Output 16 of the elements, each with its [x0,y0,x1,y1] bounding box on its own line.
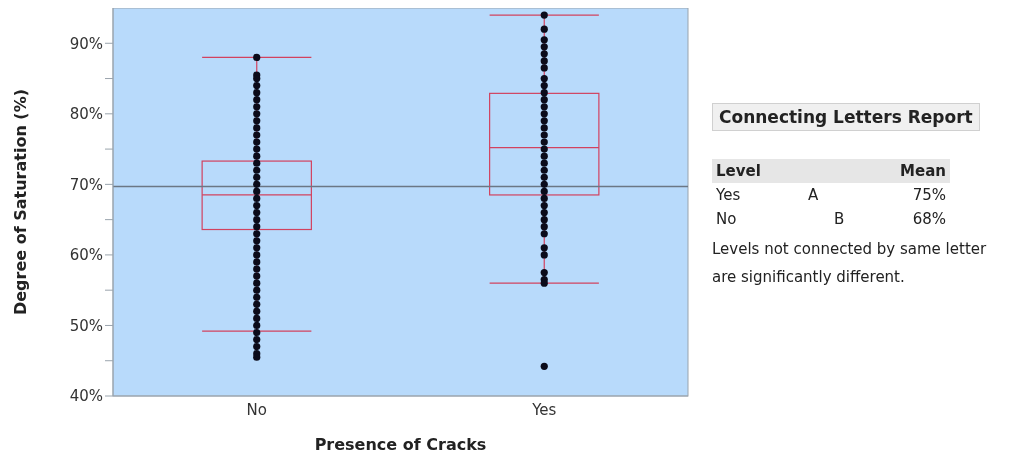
y-tick-label: 80% [69,105,103,124]
text: A [807,185,820,206]
y-tick-label: 90% [69,34,103,53]
text: 68% [912,210,946,228]
y-tick-label: 50% [69,316,103,335]
report-heading: Connecting Letters Report [712,103,980,131]
y-tick-label: 70% [69,175,103,194]
text: B [833,209,846,230]
text: 75% [912,186,946,204]
category-label: No [715,209,738,230]
text: Levels not connected by same letter are significantly different. [712,239,987,288]
y-axis-title: Degree of Saturation (%) [10,88,30,316]
y-tick-label: 40% [69,387,103,406]
y-tick-label: 60% [69,246,103,265]
category-label: Yes [715,185,742,206]
x-axis-title: Presence of Cracks [314,435,487,454]
